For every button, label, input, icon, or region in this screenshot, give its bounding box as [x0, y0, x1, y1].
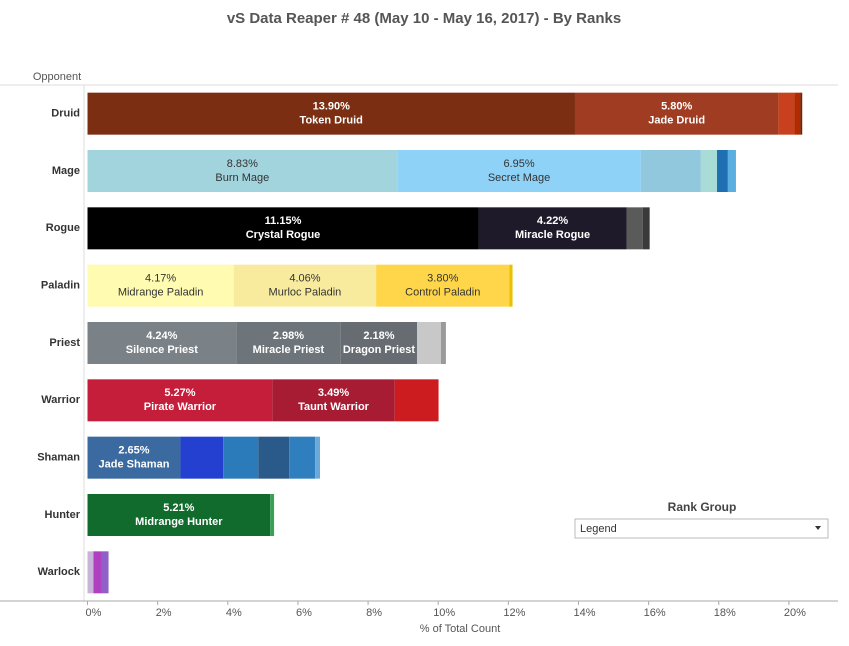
bar-segment: [180, 436, 224, 479]
value-label: 11.15%: [265, 215, 302, 227]
bar-segment: [270, 494, 275, 536]
row-label: Warlock: [38, 566, 81, 578]
segment-name: Midrange Hunter: [135, 516, 223, 528]
bar-segment: [417, 322, 442, 364]
segment-name: Midrange Paladin: [118, 287, 204, 299]
segment-name: Pirate Warrior: [144, 401, 217, 413]
bar-segment: [478, 207, 627, 250]
legend-dropdown[interactable]: [574, 518, 829, 539]
segment-name: Jade Shaman: [99, 459, 170, 471]
x-axis-label: % of Total Count: [420, 623, 501, 635]
bar-segment: [272, 379, 395, 422]
bar-segment: [642, 207, 650, 250]
bar-segment: [340, 322, 418, 364]
value-label: 2.65%: [118, 445, 149, 457]
x-tick-label: 4%: [226, 607, 242, 619]
bar-segment: [574, 92, 779, 135]
bar-segment: [87, 92, 575, 135]
segment-name: Miracle Rogue: [515, 229, 590, 241]
bar-segment: [727, 150, 736, 192]
y-header: Opponent: [33, 71, 81, 83]
value-label: 5.27%: [164, 387, 195, 399]
value-label: 4.17%: [145, 273, 176, 285]
bar-segment: [87, 264, 234, 307]
x-tick-label: 18%: [714, 607, 736, 619]
value-label: 8.83%: [227, 158, 258, 170]
bar-segment: [717, 150, 728, 192]
segment-name: Crystal Rogue: [246, 229, 321, 241]
x-tick-label: 14%: [573, 607, 595, 619]
segment-name: Token Druid: [300, 115, 363, 127]
x-tick-label: 16%: [644, 607, 666, 619]
segment-name: Silence Priest: [126, 344, 198, 356]
bar-segment: [233, 264, 377, 307]
x-tick-label: 2%: [156, 607, 172, 619]
segment-name: Dragon Priest: [343, 344, 415, 356]
x-tick-label: 12%: [503, 607, 525, 619]
x-tick-label: 20%: [784, 607, 806, 619]
bar-segment: [315, 436, 321, 479]
value-label: 4.24%: [146, 330, 177, 342]
row-label: Mage: [52, 165, 80, 177]
x-tick-label: 8%: [366, 607, 382, 619]
bar-segment: [93, 551, 102, 594]
bar-segment: [87, 379, 273, 422]
value-label: 5.80%: [661, 101, 692, 113]
row-label: Warrior: [41, 394, 80, 406]
x-tick-label: 6%: [296, 607, 312, 619]
bar-segment: [87, 207, 479, 250]
segment-name: Burn Mage: [215, 172, 269, 184]
value-label: 4.22%: [537, 215, 568, 227]
value-label: 4.06%: [289, 273, 320, 285]
bar-segment: [626, 207, 643, 250]
value-label: 2.98%: [273, 330, 304, 342]
segment-name: Miracle Priest: [253, 344, 325, 356]
bar-segment: [87, 551, 94, 594]
segment-name: Taunt Warrior: [298, 401, 370, 413]
x-tick-label: 0%: [86, 607, 102, 619]
row-label: Paladin: [41, 280, 80, 292]
segment-name: Control Paladin: [405, 287, 480, 299]
bar-segment: [778, 92, 795, 135]
bar-segment: [700, 150, 718, 192]
bar-segment: [509, 264, 513, 307]
value-label: 5.21%: [163, 502, 194, 514]
segment-name: Jade Druid: [648, 115, 705, 127]
legend-dropdown-text: Legend: [580, 523, 617, 535]
row-label: Priest: [49, 337, 80, 349]
bar-segment: [394, 379, 439, 422]
value-label: 6.95%: [503, 158, 534, 170]
chart-title: vS Data Reaper # 48 (May 10 - May 16, 20…: [227, 10, 621, 27]
bar-segment: [441, 322, 446, 364]
value-label: 3.80%: [427, 273, 458, 285]
bar-segment: [236, 322, 341, 364]
value-label: 3.49%: [318, 387, 349, 399]
segment-name: Secret Mage: [488, 172, 550, 184]
bar-segment: [258, 436, 290, 479]
x-tick-label: 10%: [433, 607, 455, 619]
value-label: 2.18%: [363, 330, 394, 342]
row-label: Rogue: [46, 222, 80, 234]
value-label: 13.90%: [313, 101, 351, 113]
bar-segment: [87, 494, 271, 536]
bar-segment: [87, 322, 237, 364]
segment-name: Murloc Paladin: [269, 287, 342, 299]
bar-segment: [87, 436, 181, 479]
bar-segment: [376, 264, 510, 307]
bar-segment: [800, 92, 803, 135]
bar-segment: [640, 150, 701, 192]
bar-segment: [397, 150, 641, 192]
bar-segment: [87, 150, 398, 192]
row-label: Shaman: [37, 452, 80, 464]
dropdown-arrow: [815, 526, 821, 530]
legend-title: Rank Group: [668, 500, 737, 514]
bar-segment: [289, 436, 316, 479]
bar-segment: [101, 551, 109, 594]
row-label: Druid: [51, 108, 80, 120]
bar-segment: [223, 436, 259, 479]
bar-segment: [794, 92, 801, 135]
row-label: Hunter: [45, 509, 81, 521]
